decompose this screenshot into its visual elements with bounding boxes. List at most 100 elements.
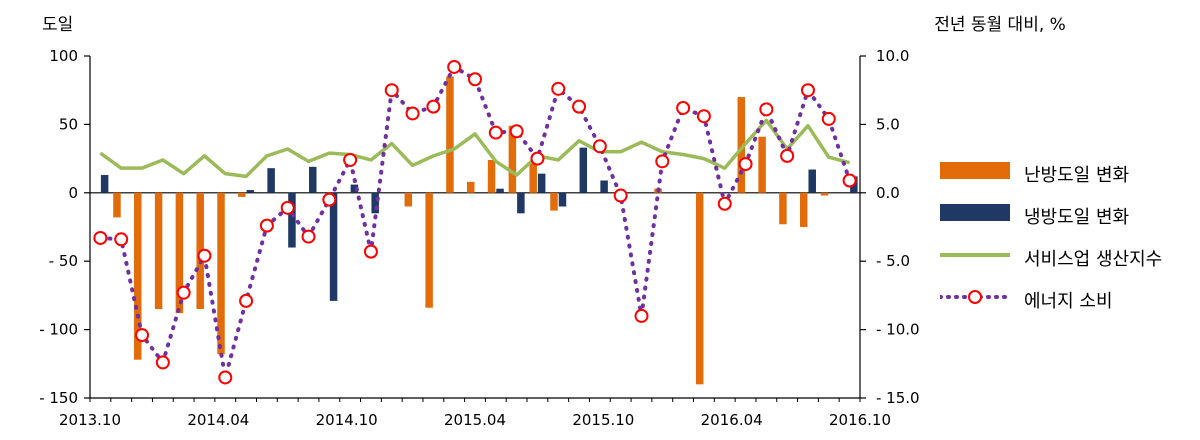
bar-heating <box>425 192 433 308</box>
y-left-title: 도일 <box>42 15 73 35</box>
y-left-tick-label: 0 <box>68 184 78 202</box>
bar-heating <box>779 192 787 225</box>
bar-cooling <box>579 147 588 193</box>
energy-point <box>363 244 378 259</box>
services-line <box>99 118 851 179</box>
energy-point <box>135 328 150 343</box>
y-right-tick-label: 0.0 <box>876 184 900 202</box>
bar-cooling <box>100 175 109 193</box>
bar-heating <box>799 192 808 227</box>
y-left-tick-label: - 100 <box>39 321 78 339</box>
bar-heating <box>487 159 496 193</box>
energy-point <box>821 111 836 126</box>
bar-heating <box>758 136 766 193</box>
y-right-tick-label: - 5.0 <box>876 252 910 270</box>
bar-cooling <box>350 184 359 193</box>
bar-cooling <box>600 180 608 193</box>
y-right-tick-label: - 15.0 <box>876 389 920 407</box>
y-left-tick-label: - 50 <box>49 252 78 270</box>
legend-label-heating: 난방도일 변화 <box>1024 165 1130 186</box>
y-right-tick-label: - 10.0 <box>876 321 920 339</box>
bar-cooling <box>371 192 379 214</box>
energy-point <box>280 200 295 215</box>
bar-heating <box>820 192 829 196</box>
x-tick-label: 2015.10 <box>572 411 634 429</box>
energy-point <box>509 124 524 139</box>
energy-point <box>696 109 711 124</box>
energy-point <box>426 99 441 114</box>
bar-heating <box>737 97 746 193</box>
bar-heating <box>467 181 475 193</box>
energy-point <box>114 232 129 247</box>
bar-cooling <box>517 192 525 214</box>
energy-point <box>592 139 607 154</box>
bar-cooling <box>558 192 567 207</box>
energy-point <box>488 125 503 140</box>
bar-cooling <box>496 188 504 193</box>
legend-item-heating: 난방도일 변화 <box>940 160 1190 186</box>
energy-point <box>218 370 233 385</box>
x-tick-label: 2014.10 <box>316 411 378 429</box>
bar-heating <box>175 192 184 314</box>
energy-point <box>322 192 337 207</box>
x-tick-label: 2015.04 <box>444 411 506 429</box>
energy-point <box>468 72 482 87</box>
energy-point <box>93 230 108 245</box>
bar-heating <box>113 192 121 218</box>
plot-layer: 100 50 0 - 50 - 100 - 150 10.0 5.0 0.0 - 5.0 - 10.… <box>39 47 919 429</box>
energy-line <box>98 64 852 379</box>
legend-swatch-energy <box>940 290 1010 304</box>
y-left-tick-label: - 150 <box>39 389 78 407</box>
bar-heating <box>695 192 704 385</box>
bar-heating <box>529 162 537 193</box>
legend-item-services: 서비스업 생산지수 <box>940 244 1190 270</box>
energy-point <box>447 59 462 74</box>
energy-point <box>384 83 399 98</box>
bar-cooling <box>808 169 816 193</box>
x-tick-label: 2016.04 <box>701 411 763 429</box>
bar-heating <box>446 76 454 193</box>
bar-cooling <box>267 168 275 193</box>
bar-heating <box>154 192 163 310</box>
legend-label-services: 서비스업 생산지수 <box>1024 249 1163 270</box>
energy-point <box>176 285 191 300</box>
y-right-tick-label: 5.0 <box>876 115 900 133</box>
bar-cooling <box>288 192 296 248</box>
x-tick-label: 2016.10 <box>829 411 891 429</box>
legend-swatch-services <box>940 253 1010 257</box>
y-right-title: 전년 동월 대비, % <box>934 15 1066 35</box>
energy-point <box>676 100 691 115</box>
bar-heating <box>404 192 413 207</box>
energy-point <box>759 102 774 117</box>
bar-cooling <box>329 192 338 301</box>
bar-heating <box>550 192 558 211</box>
bar-heating <box>217 192 225 355</box>
x-tick-label: 2013.10 <box>59 411 121 429</box>
energy-point <box>842 173 857 188</box>
legend-item-energy: 에너지 소비 <box>940 286 1190 312</box>
legend-item-cooling: 냉방도일 변화 <box>940 202 1190 228</box>
energy-point <box>800 83 815 98</box>
energy-point <box>405 106 420 121</box>
energy-point <box>717 196 732 211</box>
y-left-tick-label: 50 <box>59 115 78 133</box>
energy-point <box>634 308 649 323</box>
bar-heating <box>238 192 246 197</box>
legend-swatch-heating <box>940 162 1010 179</box>
energy-point <box>301 229 316 244</box>
bar-cooling <box>537 173 546 193</box>
energy-point <box>655 154 670 169</box>
bar-cooling <box>246 190 255 193</box>
energy-point <box>738 157 753 172</box>
bar-cooling <box>309 166 317 193</box>
legend-swatch-cooling <box>940 204 1010 221</box>
y-left-tick-label: 100 <box>49 47 78 65</box>
energy-point <box>551 81 566 96</box>
energy-point <box>613 188 628 203</box>
bar-heating <box>508 125 517 193</box>
energy-point <box>155 355 170 370</box>
energy-point <box>197 248 212 263</box>
energy-point <box>572 99 587 114</box>
energy-point <box>239 293 254 308</box>
